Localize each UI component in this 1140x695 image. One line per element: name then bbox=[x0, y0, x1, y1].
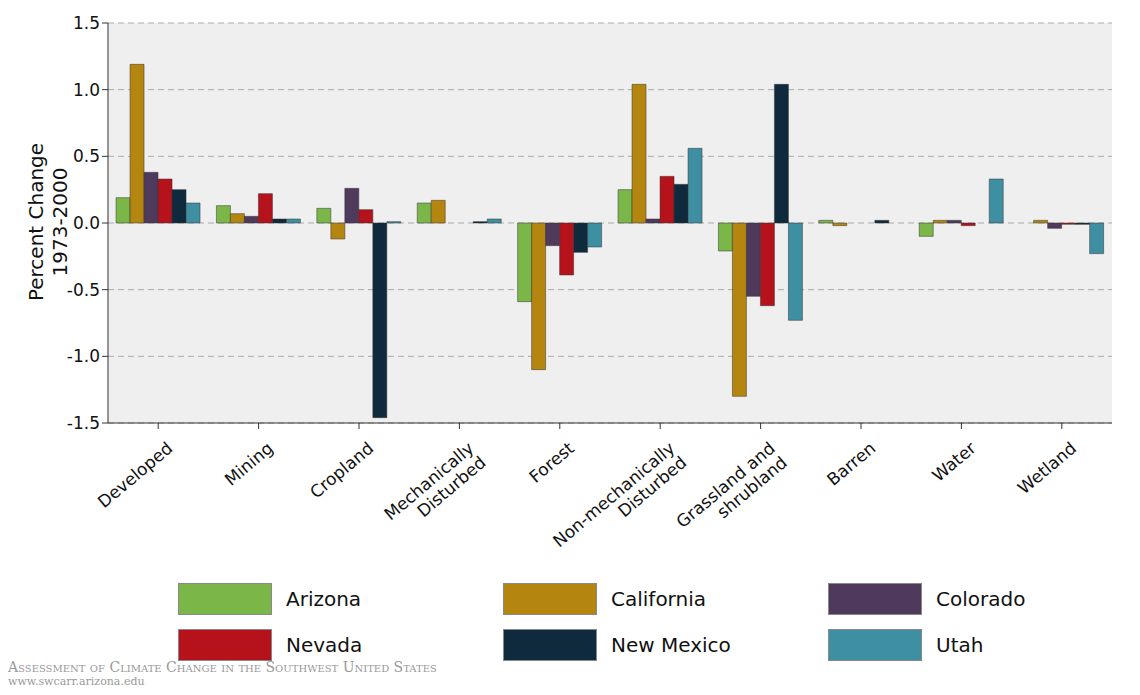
svg-text:Mining: Mining bbox=[221, 438, 277, 490]
html-text:Colorado: Colorado bbox=[936, 587, 1026, 611]
svg-text:MechanicallyDisturbed: MechanicallyDisturbed bbox=[380, 438, 489, 539]
svg-text:Water: Water bbox=[928, 438, 979, 486]
svg-text:Wetland: Wetland bbox=[1014, 438, 1080, 498]
html-text:California: California bbox=[611, 587, 706, 611]
html-text:1973-2000: 1973-2000 bbox=[48, 167, 72, 277]
html-text:www.swcarr.arizona.edu: www.swcarr.arizona.edu bbox=[8, 675, 145, 688]
svg-text:Non-mechanicallyDisturbed: Non-mechanicallyDisturbed bbox=[549, 438, 691, 566]
svg-text:-0.5: -0.5 bbox=[67, 280, 100, 300]
svg-text:Cropland: Cropland bbox=[306, 438, 377, 502]
svg-text:-1.0: -1.0 bbox=[67, 346, 100, 366]
svg-text:Barren: Barren bbox=[823, 438, 879, 490]
svg-text:Forest: Forest bbox=[525, 438, 578, 487]
svg-text:-1.5: -1.5 bbox=[67, 413, 100, 433]
html-text:Percent Change: Percent Change bbox=[24, 142, 48, 302]
svg-text:Developed: Developed bbox=[94, 438, 177, 512]
svg-text:0.5: 0.5 bbox=[73, 146, 100, 166]
svg-text:1.0: 1.0 bbox=[73, 80, 100, 100]
html-text:Utah: Utah bbox=[936, 633, 984, 657]
html-text:Nevada: Nevada bbox=[286, 633, 363, 657]
html-text:New Mexico: New Mexico bbox=[611, 633, 731, 657]
html-text:Assessment of Climate Change i: Assessment of Climate Change in the Sout… bbox=[8, 659, 437, 675]
svg-text:0.0: 0.0 bbox=[73, 213, 100, 233]
svg-text:1.5: 1.5 bbox=[73, 13, 100, 33]
svg-text:Grassland andshrubland: Grassland andshrubland bbox=[672, 438, 791, 546]
html-text:Arizona: Arizona bbox=[286, 587, 362, 611]
